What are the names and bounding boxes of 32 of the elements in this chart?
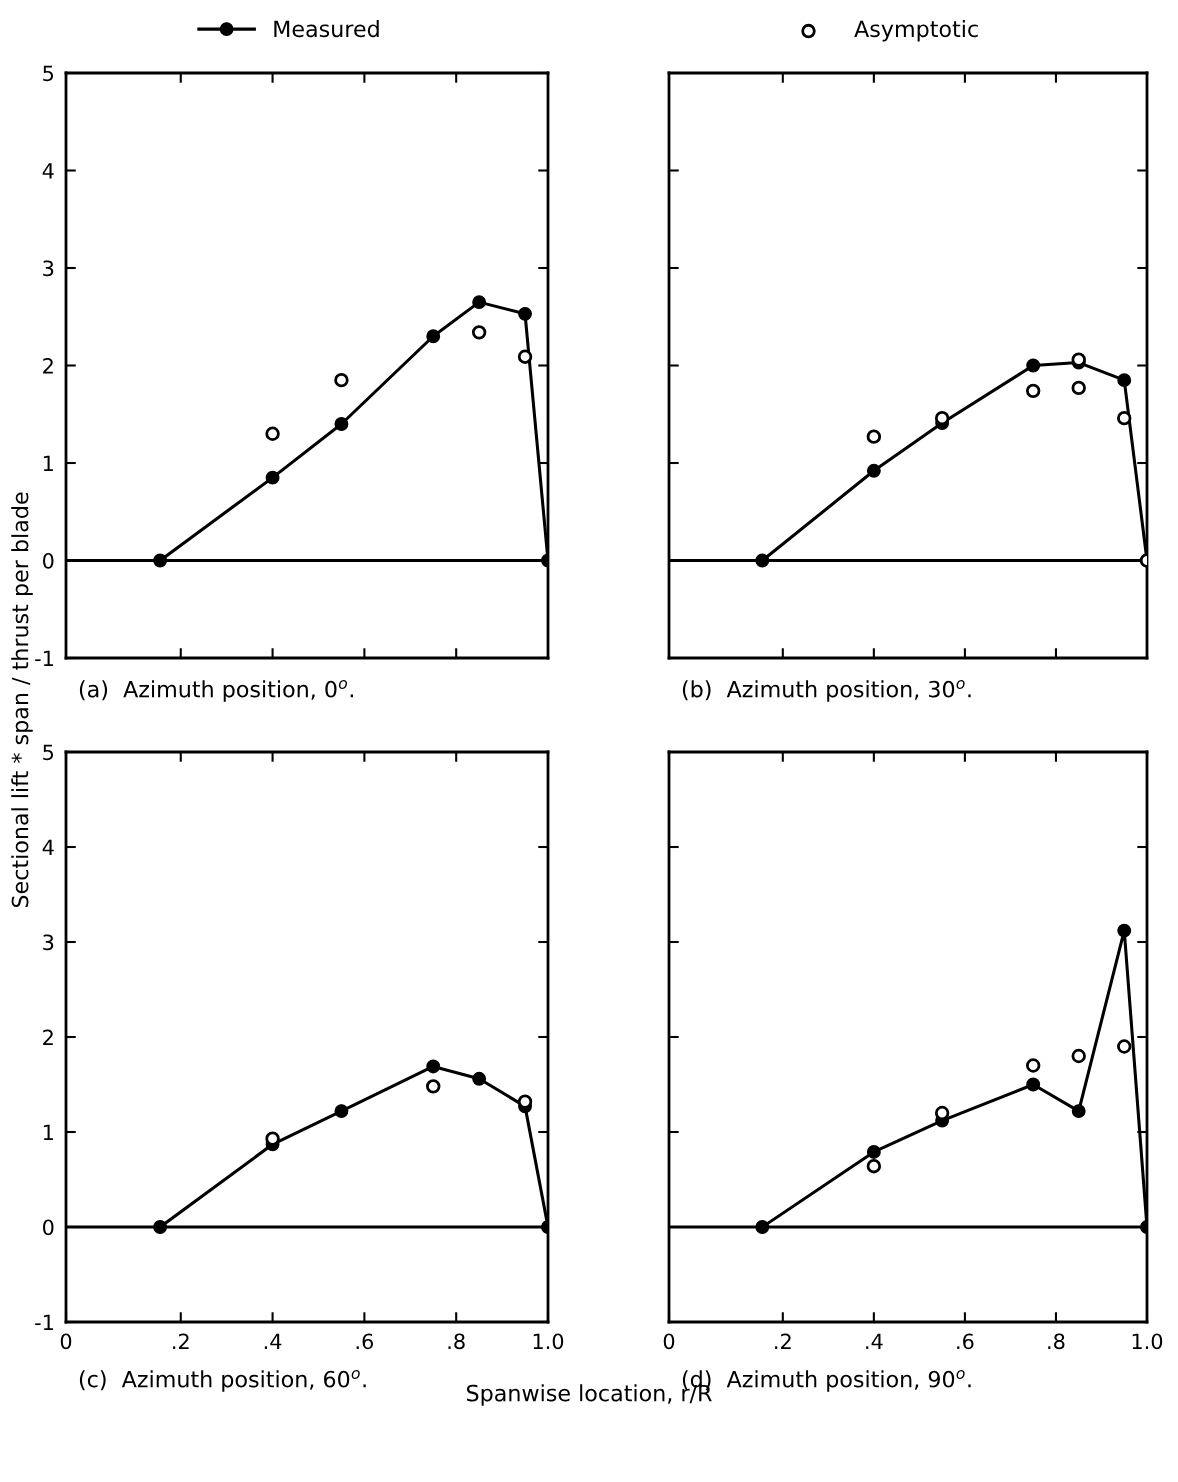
y-tick-label: -1 [35,650,53,666]
x-tick-label: .6 [356,1333,374,1350]
y-tick-label: 3 [43,934,54,951]
x-tick-label: 0 [663,1333,675,1350]
y-tick-label: 4 [42,163,54,179]
legend-label: Measured [274,20,379,38]
x-tick-label: .2 [173,1333,189,1349]
y-tick-label: 4 [42,839,54,855]
legend-label: Asymptotic [854,20,978,42]
x-tick-label: .6 [957,1333,974,1350]
x-tick-label: 1.0 [533,1333,564,1350]
y-tick-label: 5 [43,65,54,82]
x-tick-label: .8 [448,1333,465,1350]
y-tick-label: 2 [43,1029,53,1045]
y-tick-label: 2 [43,357,53,374]
y-tick-label: 1 [43,1124,53,1140]
y-tick-label: 0 [43,1219,54,1236]
x-tick-label: .4 [264,1333,282,1349]
y-axis-title: Sectional lift * span / thrust per blade [11,492,33,908]
y-tick-label: 1 [43,455,53,471]
text: (c) Azimuth position, 60$^{o}$. [79,1370,366,1392]
x-tick-label: .4 [866,1333,883,1349]
text: (a) Azimuth position, 0$^{o}$. [79,680,354,702]
x-tick-label: .2 [775,1333,791,1349]
y-tick-label: 3 [43,260,54,277]
x-tick-label: 0 [60,1333,72,1350]
x-tick-label: .8 [1048,1333,1065,1350]
y-tick-label: 0 [43,552,54,569]
y-tick-label: -1 [35,1314,53,1330]
text: (b) Azimuth position, 30$^{o}$. [682,680,971,702]
y-tick-label: 5 [43,744,54,761]
x-tick-label: 1.0 [1132,1333,1163,1350]
